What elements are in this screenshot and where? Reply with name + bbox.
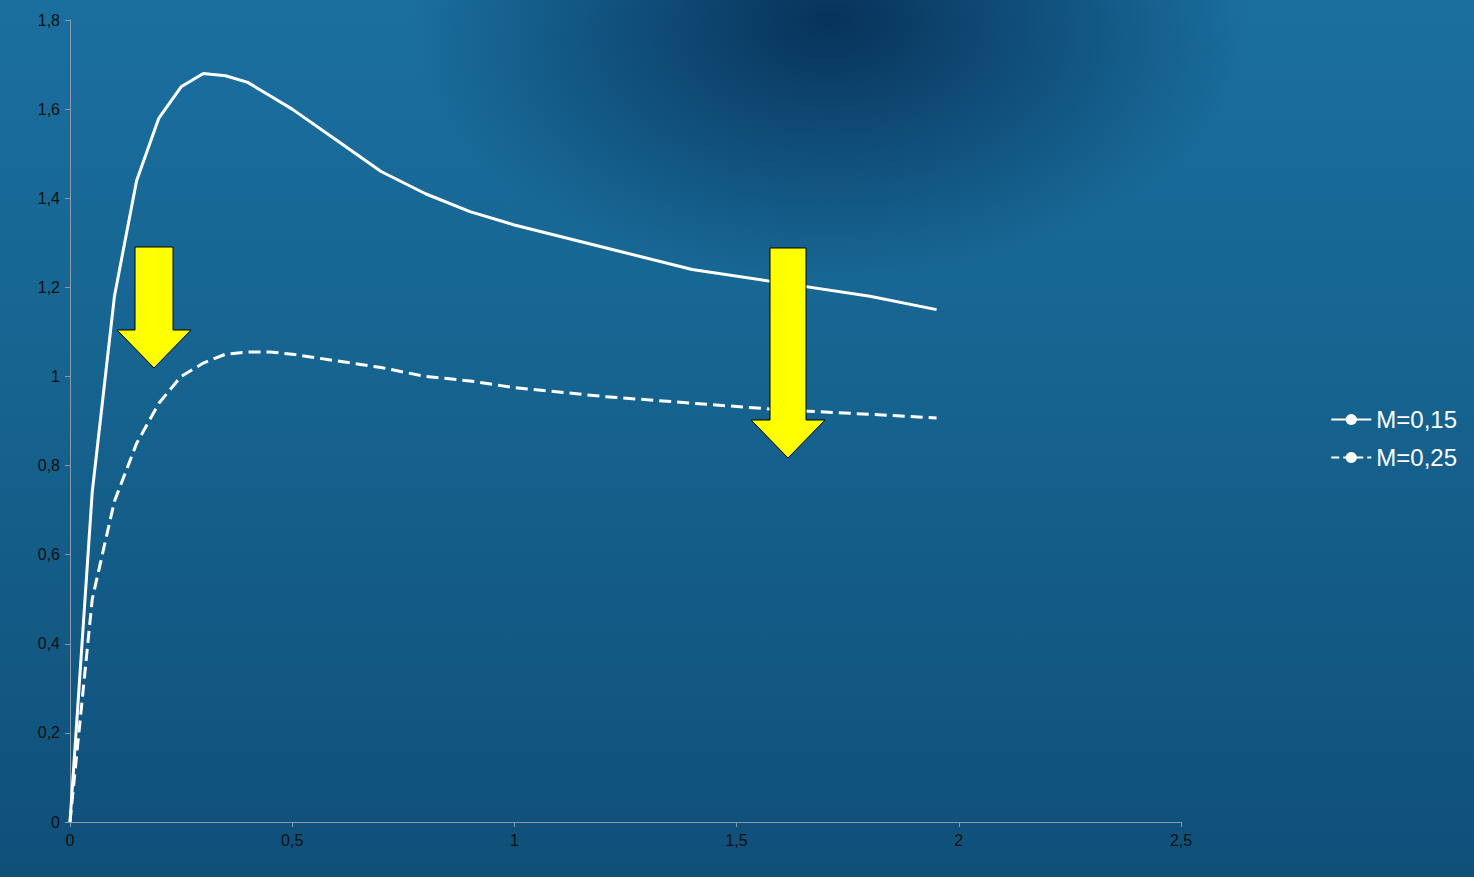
svg-text:0: 0	[51, 814, 60, 831]
svg-text:2: 2	[954, 832, 963, 849]
svg-text:0,2: 0,2	[38, 724, 60, 741]
svg-text:1,8: 1,8	[38, 12, 60, 29]
svg-text:0,5: 0,5	[281, 832, 303, 849]
svg-text:2,5: 2,5	[1170, 832, 1192, 849]
svg-text:1: 1	[510, 832, 519, 849]
svg-text:1,2: 1,2	[38, 279, 60, 296]
svg-text:0,8: 0,8	[38, 457, 60, 474]
svg-text:0: 0	[66, 832, 75, 849]
svg-text:M=0,25: M=0,25	[1376, 444, 1457, 471]
svg-text:1: 1	[51, 368, 60, 385]
svg-text:1,5: 1,5	[725, 832, 747, 849]
svg-text:0,6: 0,6	[38, 546, 60, 563]
svg-text:0,4: 0,4	[38, 635, 60, 652]
svg-text:1,4: 1,4	[38, 190, 60, 207]
svg-text:1,6: 1,6	[38, 101, 60, 118]
svg-text:M=0,15: M=0,15	[1376, 406, 1457, 433]
